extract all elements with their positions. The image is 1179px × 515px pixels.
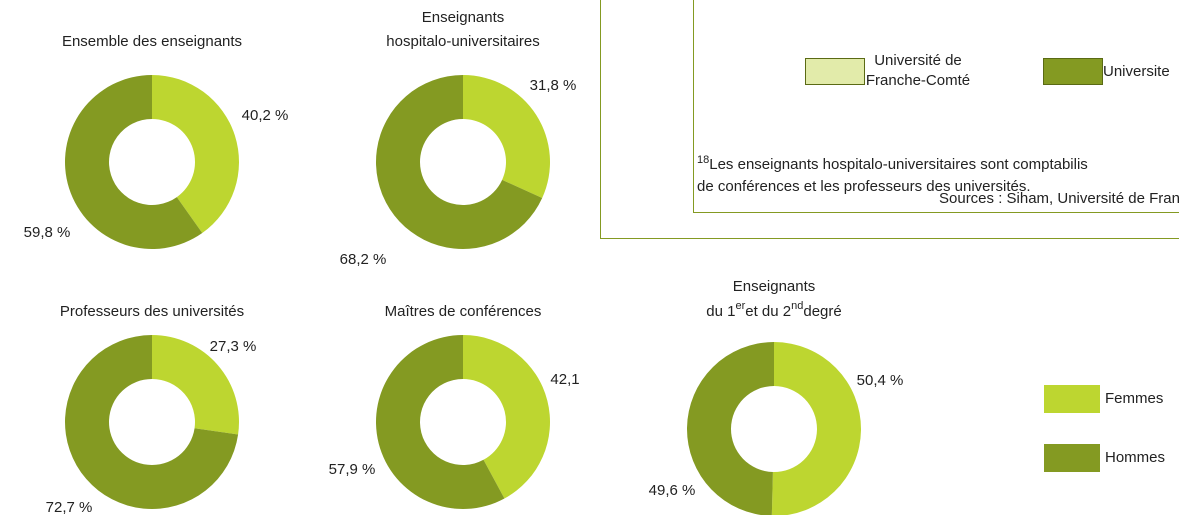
donut-slice xyxy=(375,75,543,249)
value-label: 40,2 % xyxy=(242,107,289,124)
frame xyxy=(600,0,1179,239)
footnote: de conférences et les professeurs des un… xyxy=(697,178,1031,195)
chart-title: Enseignants xyxy=(422,9,505,26)
value-label: 59,8 % xyxy=(24,224,71,241)
footnote-number: 18 xyxy=(697,154,709,166)
donut-slice xyxy=(463,75,550,199)
chart-title: Professeurs des universités xyxy=(60,303,244,320)
donut-slice xyxy=(152,335,240,435)
box-legend-swatch xyxy=(805,58,865,85)
legend-label: Femmes xyxy=(1105,390,1163,407)
value-label: 50,4 % xyxy=(857,372,904,389)
value-label: 57,9 % xyxy=(329,461,376,478)
value-label: 72,7 % xyxy=(46,499,93,515)
donut-slice xyxy=(65,75,203,249)
chart-title: hospitalo-universitaires xyxy=(386,33,539,50)
donut-slice xyxy=(463,335,550,499)
box-legend-swatch xyxy=(1043,58,1103,85)
value-label: 68,2 % xyxy=(340,251,387,268)
donut-slice xyxy=(375,335,505,509)
title-part: et du 2 xyxy=(745,303,791,320)
value-label: 31,8 % xyxy=(530,77,577,94)
footnote: 18Les enseignants hospitalo-universitair… xyxy=(697,154,1088,173)
value-label: 27,3 % xyxy=(210,338,257,355)
legend-label: Hommes xyxy=(1105,449,1165,466)
title-superscript: nd xyxy=(791,300,803,312)
box-legend-label: Franche-Comté xyxy=(866,72,970,89)
title-part: du 1 xyxy=(706,303,735,320)
chart-title: du 1eret du 2nddegré xyxy=(706,300,841,320)
donut-slice xyxy=(64,335,239,510)
chart-title: Maîtres de conférences xyxy=(385,303,542,320)
donut-slice xyxy=(771,342,861,515)
inner-frame xyxy=(693,0,1179,213)
title-superscript: er xyxy=(735,300,745,312)
donut-slice xyxy=(152,75,239,234)
value-label: 42,1 xyxy=(550,371,579,388)
donut-slice xyxy=(687,342,774,515)
legend-swatch xyxy=(1044,444,1100,472)
title-part: degré xyxy=(803,303,841,320)
box-legend-label: Universite xyxy=(1103,63,1170,80)
legend-swatch xyxy=(1044,385,1100,413)
box-legend-label: Université de xyxy=(874,52,962,69)
sources: Sources : Siham, Université de Franche- xyxy=(939,190,1179,207)
chart-title: Enseignants xyxy=(733,278,816,295)
value-label: 49,6 % xyxy=(649,482,696,499)
footnote-text: Les enseignants hospitalo-universitaires… xyxy=(709,156,1088,173)
chart-title: Ensemble des enseignants xyxy=(62,33,242,50)
